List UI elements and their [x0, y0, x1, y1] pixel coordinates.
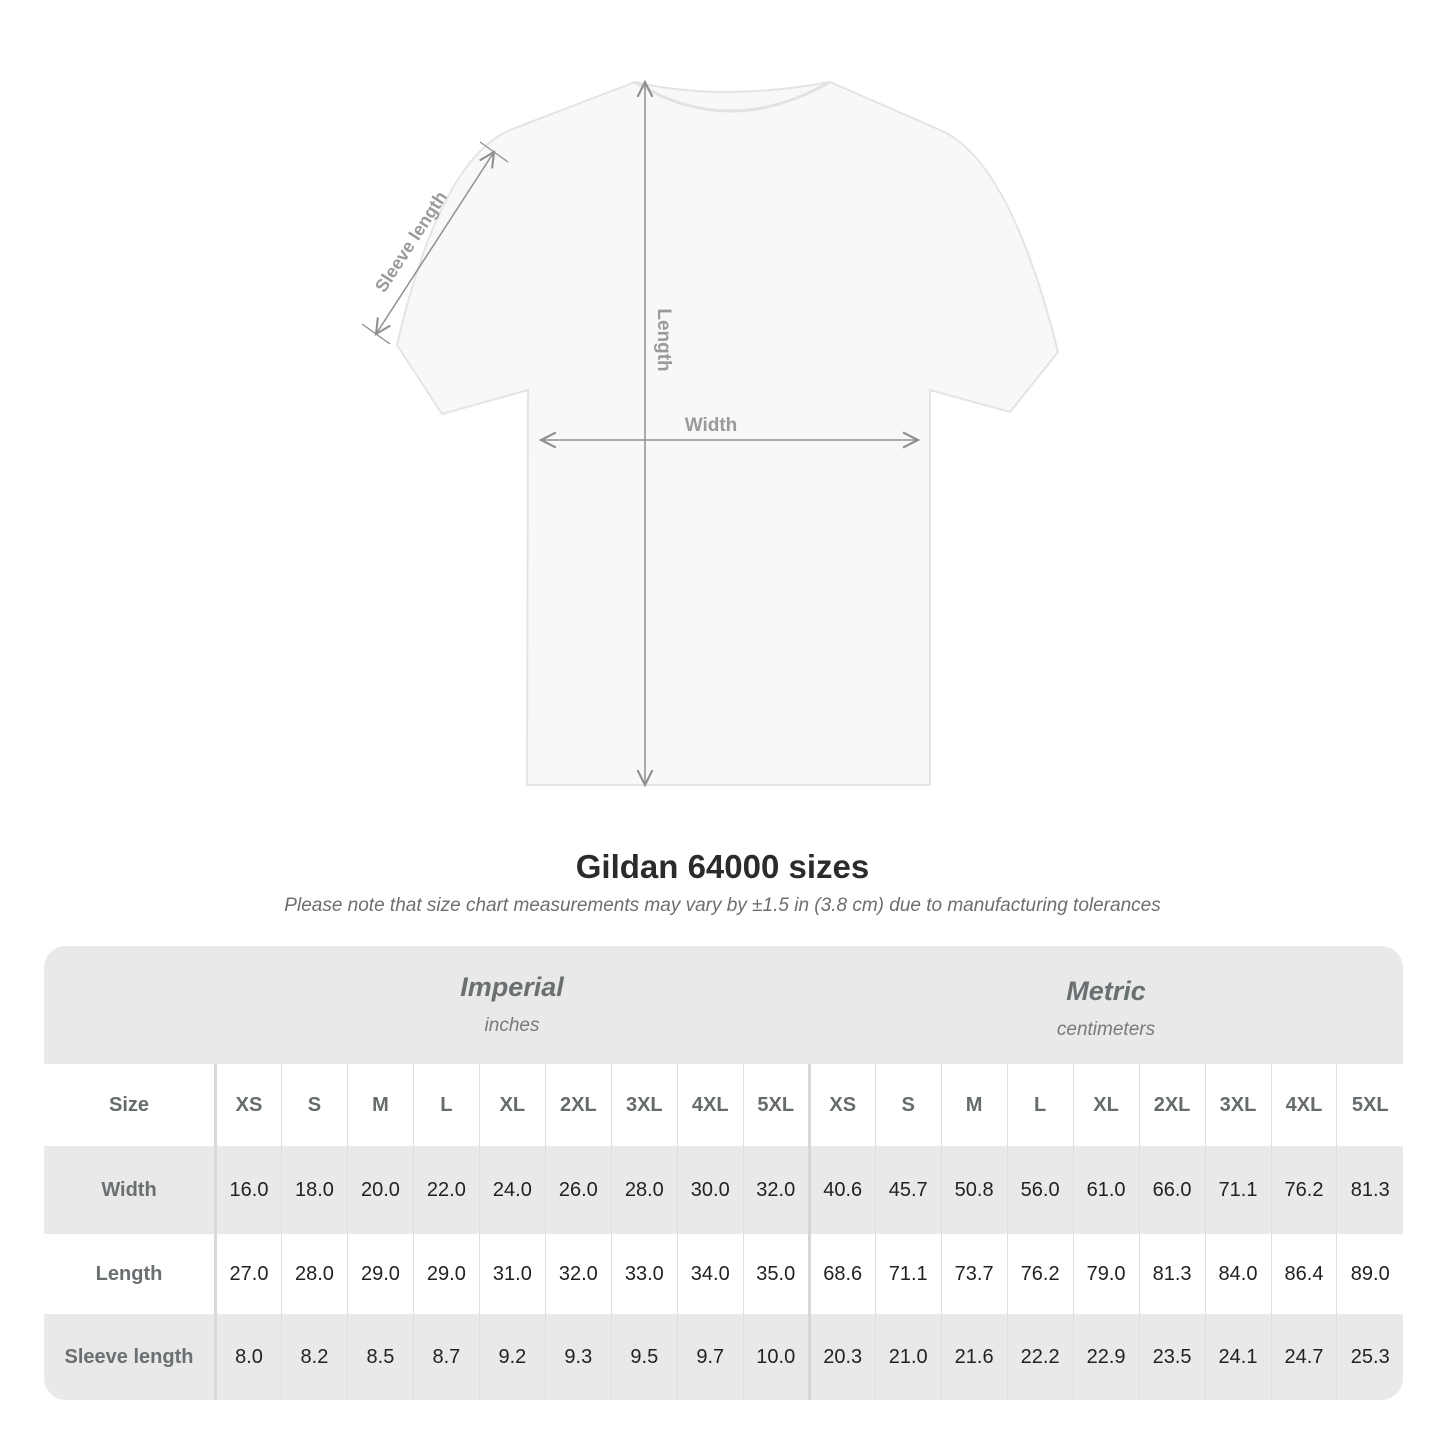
size-table: Size XS S M L XL 2XL 3XL 4XL 5XL XS S M L XL 2XL 3XL 4XL 5…: [44, 1064, 1403, 1400]
metric-cell: 68.6: [807, 1234, 876, 1314]
tshirt-diagram: Length Width Sleeve length: [361, 0, 1060, 820]
table-row: Length 27.0 28.0 29.0 29.0 31.0 32.0 33.0 34.0 35…: [44, 1234, 1403, 1314]
imperial-cell: 33.0: [610, 1234, 678, 1314]
size-header: 2XL: [1138, 1064, 1206, 1146]
size-header: XL: [1072, 1064, 1140, 1146]
imperial-cell: 18.0: [280, 1146, 348, 1234]
sleeve-arrow: [376, 152, 494, 334]
width-label: Width: [685, 415, 738, 436]
size-header: L: [412, 1064, 480, 1146]
imperial-cell: 28.0: [280, 1234, 348, 1314]
imperial-cell: 22.0: [412, 1146, 480, 1234]
metric-cell: 66.0: [1138, 1146, 1206, 1234]
imperial-cell: 26.0: [544, 1146, 612, 1234]
size-header: 3XL: [1204, 1064, 1271, 1146]
imperial-cell: 28.0: [610, 1146, 678, 1234]
metric-cell: 21.6: [940, 1314, 1008, 1400]
metric-cell: 61.0: [1072, 1146, 1140, 1234]
imperial-cell: 8.5: [346, 1314, 414, 1400]
metric-cell: 76.2: [1270, 1146, 1337, 1234]
metric-cell: 20.3: [807, 1314, 876, 1400]
row-label: Sleeve length: [44, 1314, 217, 1400]
imperial-cell: 30.0: [676, 1146, 744, 1234]
imperial-cell: 9.3: [544, 1314, 612, 1400]
size-header: XS: [215, 1064, 282, 1146]
imperial-cell: 9.5: [610, 1314, 678, 1400]
imperial-cell: 27.0: [215, 1234, 282, 1314]
size-header: XS: [807, 1064, 876, 1146]
metric-cell: 50.8: [940, 1146, 1008, 1234]
imperial-cell: 35.0: [742, 1234, 810, 1314]
imperial-cell: 9.7: [676, 1314, 744, 1400]
imperial-header: Imperial inches: [460, 972, 564, 1036]
row-label: Length: [44, 1234, 217, 1314]
metric-cell: 24.7: [1270, 1314, 1337, 1400]
metric-cell: 21.0: [874, 1314, 942, 1400]
size-header: 3XL: [610, 1064, 678, 1146]
size-header: M: [940, 1064, 1008, 1146]
imperial-cell: 24.0: [478, 1146, 546, 1234]
metric-header: Metric centimeters: [1056, 976, 1156, 1040]
metric-cell: 45.7: [874, 1146, 942, 1234]
metric-cell: 25.3: [1336, 1314, 1403, 1400]
metric-cell: 40.6: [807, 1146, 876, 1234]
imperial-cell: 8.0: [215, 1314, 282, 1400]
metric-cell: 22.2: [1006, 1314, 1074, 1400]
metric-cell: 22.9: [1072, 1314, 1140, 1400]
tolerance-note: Please note that size chart measurements…: [284, 895, 1161, 916]
metric-cell: 76.2: [1006, 1234, 1074, 1314]
length-label: Length: [653, 308, 674, 371]
size-header: L: [1006, 1064, 1074, 1146]
metric-cell: 81.3: [1336, 1146, 1403, 1234]
imperial-cell: 8.7: [412, 1314, 480, 1400]
size-header: 5XL: [1336, 1064, 1403, 1146]
size-header: 4XL: [1270, 1064, 1337, 1146]
imperial-cell: 31.0: [478, 1234, 546, 1314]
metric-cell: 73.7: [940, 1234, 1008, 1314]
imperial-cell: 32.0: [742, 1146, 810, 1234]
metric-cell: 84.0: [1204, 1234, 1271, 1314]
imperial-cell: 29.0: [412, 1234, 480, 1314]
size-header: S: [280, 1064, 348, 1146]
metric-cell: 71.1: [1204, 1146, 1271, 1234]
size-header-row: Size XS S M L XL 2XL 3XL 4XL 5XL XS S M L XL 2XL 3XL 4XL 5…: [44, 1064, 1403, 1146]
imperial-cell: 34.0: [676, 1234, 744, 1314]
metric-cell: 86.4: [1270, 1234, 1337, 1314]
imperial-cell: 10.0: [742, 1314, 810, 1400]
imperial-cell: 20.0: [346, 1146, 414, 1234]
size-header: XL: [478, 1064, 546, 1146]
table-row: Width 16.0 18.0 20.0 22.0 24.0 26.0 28.0 30.0 32.…: [44, 1146, 1403, 1234]
row-label: Size: [44, 1064, 217, 1146]
size-header: 5XL: [742, 1064, 810, 1146]
imperial-cell: 29.0: [346, 1234, 414, 1314]
metric-cell: 24.1: [1204, 1314, 1271, 1400]
imperial-cell: 8.2: [280, 1314, 348, 1400]
row-label: Width: [44, 1146, 217, 1234]
size-header: S: [874, 1064, 942, 1146]
size-chart: Imperial inches Metric centimeters Size X…: [44, 946, 1403, 1400]
page-title: Gildan 64000 sizes: [575, 848, 870, 885]
size-header: M: [346, 1064, 414, 1146]
metric-cell: 23.5: [1138, 1314, 1206, 1400]
table-row: Sleeve length 8.0 8.2 8.5 8.7 9.2 9.3 9.5 9.7 10.…: [44, 1314, 1403, 1400]
imperial-cell: 16.0: [215, 1146, 282, 1234]
size-header: 4XL: [676, 1064, 744, 1146]
imperial-cell: 9.2: [478, 1314, 546, 1400]
imperial-cell: 32.0: [544, 1234, 612, 1314]
size-header: 2XL: [544, 1064, 612, 1146]
metric-cell: 81.3: [1138, 1234, 1206, 1314]
metric-cell: 71.1: [874, 1234, 942, 1314]
metric-cell: 56.0: [1006, 1146, 1074, 1234]
metric-cell: 89.0: [1336, 1234, 1403, 1314]
metric-cell: 79.0: [1072, 1234, 1140, 1314]
